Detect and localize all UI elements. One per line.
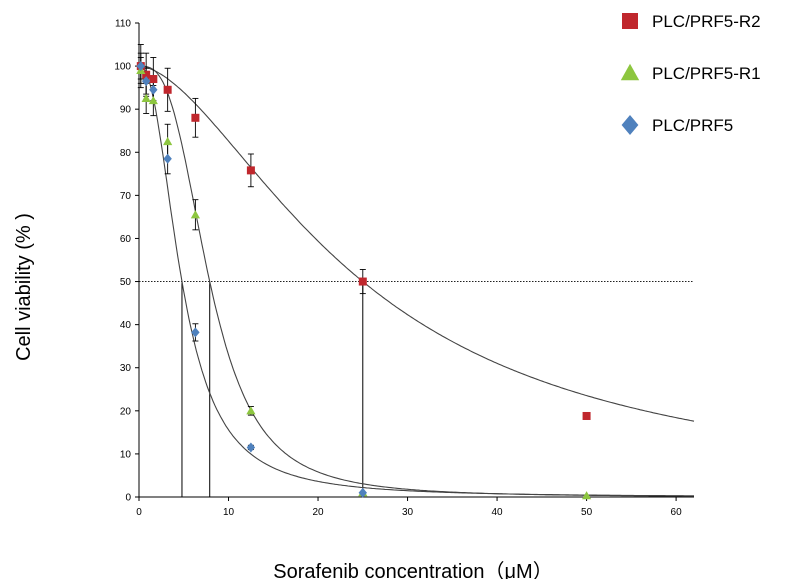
data-point [136, 61, 145, 72]
legend-label: PLC/PRF5-R2 [652, 12, 761, 31]
fit-curve [138, 65, 694, 497]
y-tick-label: 110 [115, 19, 131, 30]
x-tick-label: 60 [671, 507, 683, 518]
data-point [149, 75, 158, 84]
y-axis-title: Cell viability (% ) [13, 213, 35, 361]
data-point [141, 93, 151, 103]
fit-curves [138, 65, 695, 497]
x-axis-title: Sorafenib concentration（μM） [273, 560, 552, 579]
data-point [191, 113, 200, 122]
data-point [163, 136, 173, 146]
data-point [163, 85, 172, 94]
data-point [149, 84, 158, 95]
y-tick-label: 40 [120, 320, 132, 331]
y-tick-label: 0 [125, 493, 131, 504]
y-tick-label: 70 [120, 191, 132, 202]
data-point [582, 411, 591, 420]
y-tick-label: 30 [120, 363, 132, 374]
legend-marker [622, 13, 638, 29]
y-tick-label: 50 [120, 277, 132, 288]
data-point [141, 76, 151, 87]
data-point [190, 210, 200, 219]
x-tick-label: 30 [402, 507, 414, 518]
fit-curve [138, 65, 695, 422]
legend-label: PLC/PRF5 [652, 116, 733, 135]
x-tick-label: 20 [312, 507, 324, 518]
data-point [246, 406, 256, 415]
y-tick-label: 100 [114, 62, 131, 73]
fit-curve [139, 65, 694, 497]
data-point [142, 70, 151, 79]
data-point [191, 327, 200, 338]
data-point [148, 95, 158, 105]
x-tick-label: 50 [581, 507, 593, 518]
x-tick-label: 0 [136, 507, 142, 518]
y-tick-label: 20 [120, 406, 132, 417]
y-tick-label: 10 [120, 449, 132, 460]
y-tick-label: 80 [120, 148, 132, 159]
reference-lines [139, 281, 694, 497]
data-point [581, 491, 592, 500]
x-tick-label: 40 [492, 507, 504, 518]
data-point [246, 166, 255, 175]
legend-label: PLC/PRF5-R1 [652, 64, 761, 83]
legend: PLC/PRF5-R2 PLC/PRF5-R1 PLC/PRF5 [620, 12, 761, 135]
data-point [246, 442, 256, 453]
legend-marker [621, 115, 639, 135]
data-point [358, 277, 367, 286]
y-tick-label: 60 [120, 234, 132, 245]
y-tick-label: 90 [120, 105, 132, 116]
data-point [358, 487, 367, 498]
data-points [136, 61, 592, 500]
x-tick-label: 10 [223, 507, 235, 518]
axes: 0 10 20 30 40 50 60 70 80 90 100 110 0 10 20 30 40 50 60 [114, 19, 694, 518]
legend-marker [620, 63, 640, 81]
data-point [163, 153, 172, 164]
